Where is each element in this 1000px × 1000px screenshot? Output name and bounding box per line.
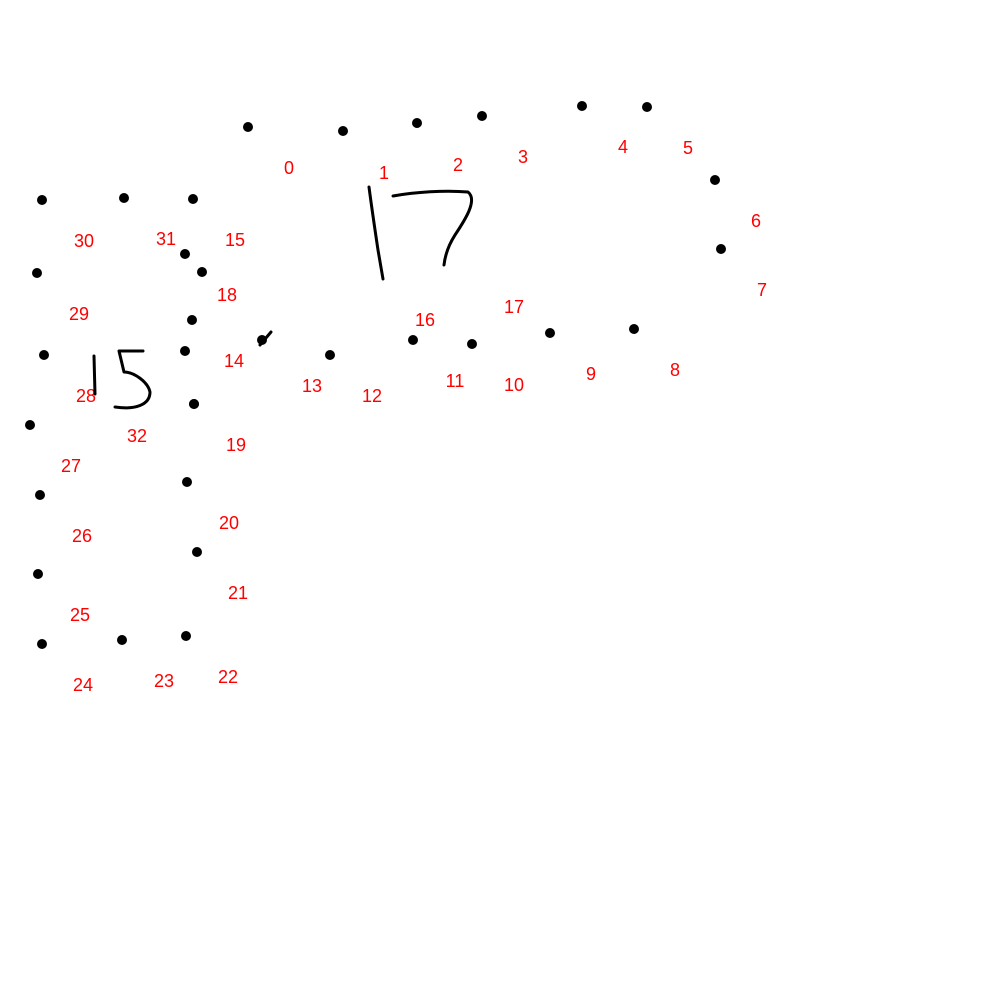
- pen-stroke: [258, 330, 273, 347]
- dot-26[interactable]: [35, 490, 45, 500]
- dot-21[interactable]: [192, 547, 202, 557]
- dots-layer: [25, 101, 726, 649]
- dot-22[interactable]: [181, 631, 191, 641]
- dot-15[interactable]: [188, 194, 198, 204]
- dot-24[interactable]: [37, 639, 47, 649]
- dot-27[interactable]: [25, 420, 35, 430]
- dot-28[interactable]: [39, 350, 49, 360]
- dot-label-29: 29: [69, 304, 89, 324]
- dot-label-25: 25: [70, 605, 90, 625]
- dot-label-6: 6: [751, 211, 761, 231]
- dot-label-8: 8: [670, 360, 680, 380]
- dot-label-4: 4: [618, 137, 628, 157]
- dot-label-0: 0: [284, 158, 294, 178]
- dot-10[interactable]: [467, 339, 477, 349]
- dot-12[interactable]: [325, 350, 335, 360]
- dot-label-23: 23: [154, 671, 174, 691]
- dot-1[interactable]: [338, 126, 348, 136]
- dot-label-31: 31: [156, 229, 176, 249]
- dot-label-28: 28: [76, 386, 96, 406]
- dot-0[interactable]: [243, 122, 253, 132]
- labels-layer: 0 1 2 3 4 56789101112131415161718192021222324…: [61, 137, 767, 695]
- dot-30[interactable]: [37, 195, 47, 205]
- dot-32[interactable]: [189, 399, 199, 409]
- dot-18[interactable]: [187, 315, 197, 325]
- dot-label-24: 24: [73, 675, 93, 695]
- dot-5[interactable]: [642, 102, 652, 112]
- dot-7[interactable]: [716, 244, 726, 254]
- dot-label-19: 19: [226, 435, 246, 455]
- dot-label-2: 2: [453, 155, 463, 175]
- dot-29[interactable]: [32, 268, 42, 278]
- dot-label-26: 26: [72, 526, 92, 546]
- dot-label-15: 15: [225, 230, 245, 250]
- dot-label-5: 5: [683, 138, 693, 158]
- dot-3[interactable]: [477, 111, 487, 121]
- dot-9[interactable]: [545, 328, 555, 338]
- dot-label-11: 11: [446, 371, 465, 391]
- dot-label-1: 1: [379, 163, 389, 183]
- handwritten-15: [92, 349, 152, 410]
- dot-11[interactable]: [408, 335, 418, 345]
- dot-label-13: 13: [302, 376, 322, 396]
- dot-17[interactable]: [197, 267, 207, 277]
- handwritten-17: [367, 185, 474, 281]
- dot-25[interactable]: [33, 569, 43, 579]
- dot-label-32: 32: [127, 426, 147, 446]
- dot-label-18: 18: [217, 285, 237, 305]
- dot-label-27: 27: [61, 456, 81, 476]
- dot-label-21: 21: [228, 583, 248, 603]
- dot-label-3: 3: [518, 147, 528, 167]
- dot-4[interactable]: [577, 101, 587, 111]
- dot-31[interactable]: [119, 193, 129, 203]
- dot-label-16: 16: [415, 310, 435, 330]
- ink-layer: [92, 185, 474, 410]
- dot-14[interactable]: [180, 346, 190, 356]
- dot-label-20: 20: [219, 513, 239, 533]
- dot-8[interactable]: [629, 324, 639, 334]
- dot-20[interactable]: [182, 477, 192, 487]
- dot-label-30: 30: [74, 231, 94, 251]
- dot-label-7: 7: [757, 280, 767, 300]
- dot-2[interactable]: [412, 118, 422, 128]
- dot-label-17: 17: [504, 297, 524, 317]
- dot-6[interactable]: [710, 175, 720, 185]
- dot-23[interactable]: [117, 635, 127, 645]
- dot-label-22: 22: [218, 667, 238, 687]
- dot-label-9: 9: [586, 364, 596, 384]
- dot-16[interactable]: [180, 249, 190, 259]
- dot-label-14: 14: [224, 351, 244, 371]
- dot-label-12: 12: [362, 386, 382, 406]
- dot-label-10: 10: [504, 375, 524, 395]
